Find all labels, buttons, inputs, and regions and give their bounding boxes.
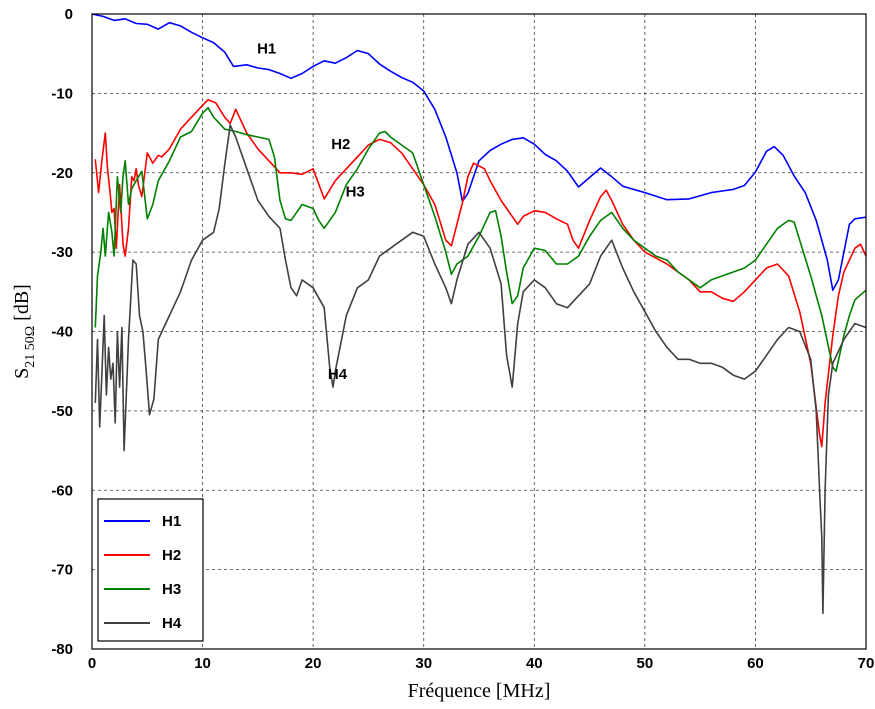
y-axis-label-unit: [dB] (11, 284, 33, 326)
y-axis-label: S21 50Ω [dB] (11, 284, 38, 379)
x-tick-label: 40 (526, 655, 543, 672)
y-tick-label: -30 (51, 244, 73, 261)
plot-frame (91, 13, 867, 650)
legend-box (97, 498, 204, 642)
x-axis-label: Fréquence [MHz] (408, 680, 551, 702)
x-tick-label: 30 (415, 655, 432, 672)
series-line-h3 (94, 106, 867, 372)
legend-label-h3: H3 (162, 581, 181, 598)
annotation-h2: H2 (331, 136, 350, 153)
grid (92, 14, 866, 649)
y-tick-label: -80 (51, 641, 73, 658)
legend-label-h4: H4 (162, 615, 182, 632)
tick-labels: 0 10 20 30 40 50 60 70 0 -10 -20 -30 -40 -50 -60 -70 -80 (51, 6, 874, 672)
y-tick-label: 0 (65, 6, 73, 23)
y-tick-label: -50 (51, 403, 73, 420)
y-tick-label: -60 (51, 482, 73, 499)
y-tick-label: -10 (51, 85, 73, 102)
series-line-h1 (91, 13, 867, 291)
y-axis-label-sub: 21 50Ω (23, 326, 38, 368)
legend: H1 H2 H3 H4 (97, 498, 204, 642)
annotation-h4: H4 (328, 366, 348, 383)
series-line-h2 (94, 98, 867, 448)
x-tick-label: 0 (88, 655, 96, 672)
x-tick-label: 60 (747, 655, 764, 672)
x-tick-label: 20 (305, 655, 322, 672)
legend-label-h2: H2 (162, 547, 181, 564)
series-line-h4 (94, 124, 867, 615)
y-tick-label: -40 (51, 324, 73, 341)
annotation-h1: H1 (257, 41, 276, 58)
legend-label-h1: H1 (162, 513, 181, 530)
y-tick-label: -20 (51, 165, 73, 182)
series-layer (91, 13, 867, 615)
x-tick-label: 50 (637, 655, 654, 672)
y-tick-label: -70 (51, 562, 73, 579)
x-tick-label: 10 (194, 655, 211, 672)
x-tick-label: 70 (858, 655, 875, 672)
annotation-h3: H3 (346, 184, 365, 201)
y-axis-label-main: S (11, 368, 33, 379)
annotations: H1 H2 H3 H4 (257, 41, 365, 383)
